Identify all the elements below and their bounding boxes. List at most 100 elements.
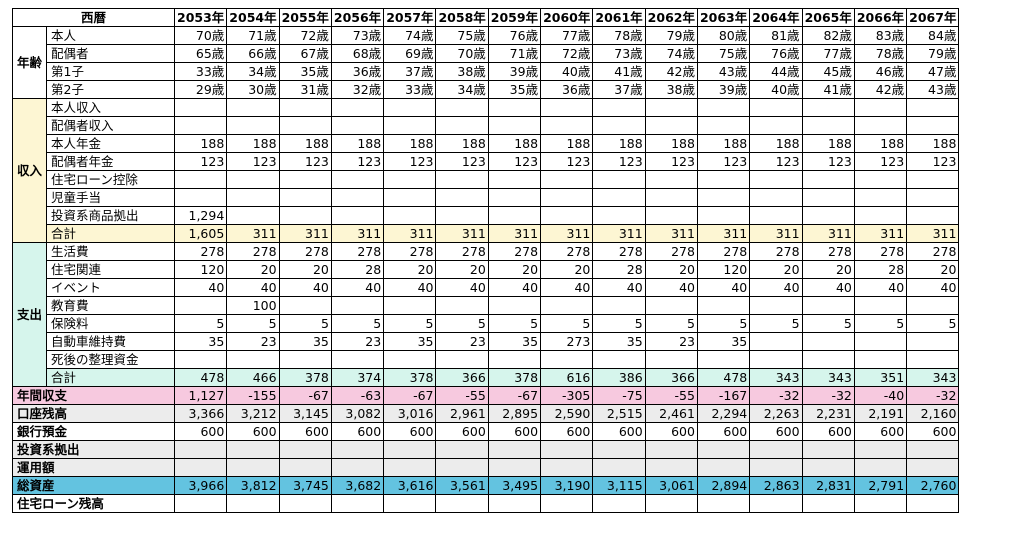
year-header-cell: 2060年 [540,8,594,27]
value-cell [435,188,489,207]
value-cell: -67 [487,386,542,405]
value-cell [330,170,385,189]
value-cell: 20 [749,260,803,279]
value-cell: 3,966 [173,476,228,495]
value-cell [540,440,594,459]
value-cell: 5 [226,314,280,333]
value-cell: 123 [906,152,960,171]
value-cell [278,458,332,477]
value-cell [383,440,437,459]
total-assets-row: 総資産 3,966 3,812 3,745 3,682 3,616 3,561 3,495 3,… [12,476,960,495]
value-cell: 38歳 [435,62,489,81]
value-cell [906,98,960,117]
value-cell [540,98,594,117]
year-header-cell: 2061年 [592,8,646,27]
value-cell: 366 [644,368,698,387]
year-header-cell: 2066年 [853,8,908,27]
value-cell [226,440,280,459]
value-cell [540,494,594,513]
value-cell [644,98,698,117]
value-cell [540,296,594,315]
value-cell: 5 [644,314,698,333]
value-cell: 40 [487,278,542,297]
value-cell: 600 [644,422,698,441]
value-cell: -155 [226,386,280,405]
value-cell: 311 [749,224,803,243]
value-cell [226,188,280,207]
value-cell [853,296,908,315]
value-cell: 123 [330,152,385,171]
value-cell [226,350,280,369]
value-cell: 23 [330,332,385,351]
value-cell: 600 [540,422,594,441]
value-cell [853,170,908,189]
row-label: 銀行預金 [12,422,175,441]
value-cell: 278 [278,242,332,261]
value-cell: 123 [383,152,437,171]
value-cell: -55 [435,386,489,405]
value-cell [853,440,908,459]
value-cell: 40 [644,278,698,297]
value-cell: 123 [644,152,698,171]
value-cell [749,494,803,513]
value-cell: 378 [487,368,542,387]
income-row: 児童手当 [13,188,960,207]
value-cell [487,170,542,189]
value-cell [801,296,855,315]
value-cell [644,350,698,369]
value-cell: 5 [487,314,542,333]
value-cell: 76歳 [487,26,542,45]
value-cell [383,116,437,135]
row-label: 合計 [46,224,175,243]
value-cell [226,98,280,117]
value-cell: 20 [644,260,698,279]
value-cell: 2,894 [696,476,751,495]
value-cell: 20 [801,260,855,279]
value-cell [696,494,751,513]
row-label: 自動車維持費 [46,332,175,351]
value-cell: 36歳 [330,62,385,81]
age-row: 年齢 本人 70歳 71歳 72歳 73歳 74歳 75歳 76歳 77歳 78歳 79歳 80歳 81歳… [12,26,960,99]
value-cell: 120 [173,260,228,279]
value-cell: 41歳 [592,62,646,81]
value-cell: 67歳 [278,44,332,63]
value-cell: 35 [487,332,542,351]
row-label: 配偶者 [46,44,175,63]
value-cell [173,98,228,117]
value-cell: 188 [487,134,542,153]
value-cell [592,458,646,477]
value-cell: 600 [696,422,751,441]
value-cell: 123 [749,152,803,171]
value-cell [173,440,228,459]
value-cell: 73歳 [330,26,385,45]
value-cell: 278 [540,242,594,261]
age-row: 第1子 33歳 34歳 35歳 36歳 37歳 38歳 39歳 40歳 41歳 42歳 43歳 44歳 4… [13,62,960,81]
value-cell [487,98,542,117]
year-header-cell: 2058年 [435,8,489,27]
value-cell: 311 [487,224,542,243]
value-cell [801,116,855,135]
value-cell [749,116,803,135]
value-cell [801,458,855,477]
value-cell: 343 [906,368,960,387]
value-cell [487,206,542,225]
value-cell: 71歳 [226,26,280,45]
value-cell: -67 [278,386,332,405]
row-label: 投資系拠出 [12,440,175,459]
value-cell [853,350,908,369]
value-cell [487,188,542,207]
value-cell [906,170,960,189]
value-cell [540,116,594,135]
row-label: 児童手当 [46,188,175,207]
value-cell [383,350,437,369]
value-cell: 20 [906,260,960,279]
value-cell [592,188,646,207]
value-cell: 123 [853,152,908,171]
year-header-cell: 2056年 [330,8,385,27]
value-cell: 37歳 [592,80,646,99]
value-cell: 5 [540,314,594,333]
value-cell: 278 [383,242,437,261]
value-cell: 278 [330,242,385,261]
value-cell [906,206,960,225]
row-label: 住宅ローン残高 [12,494,175,513]
